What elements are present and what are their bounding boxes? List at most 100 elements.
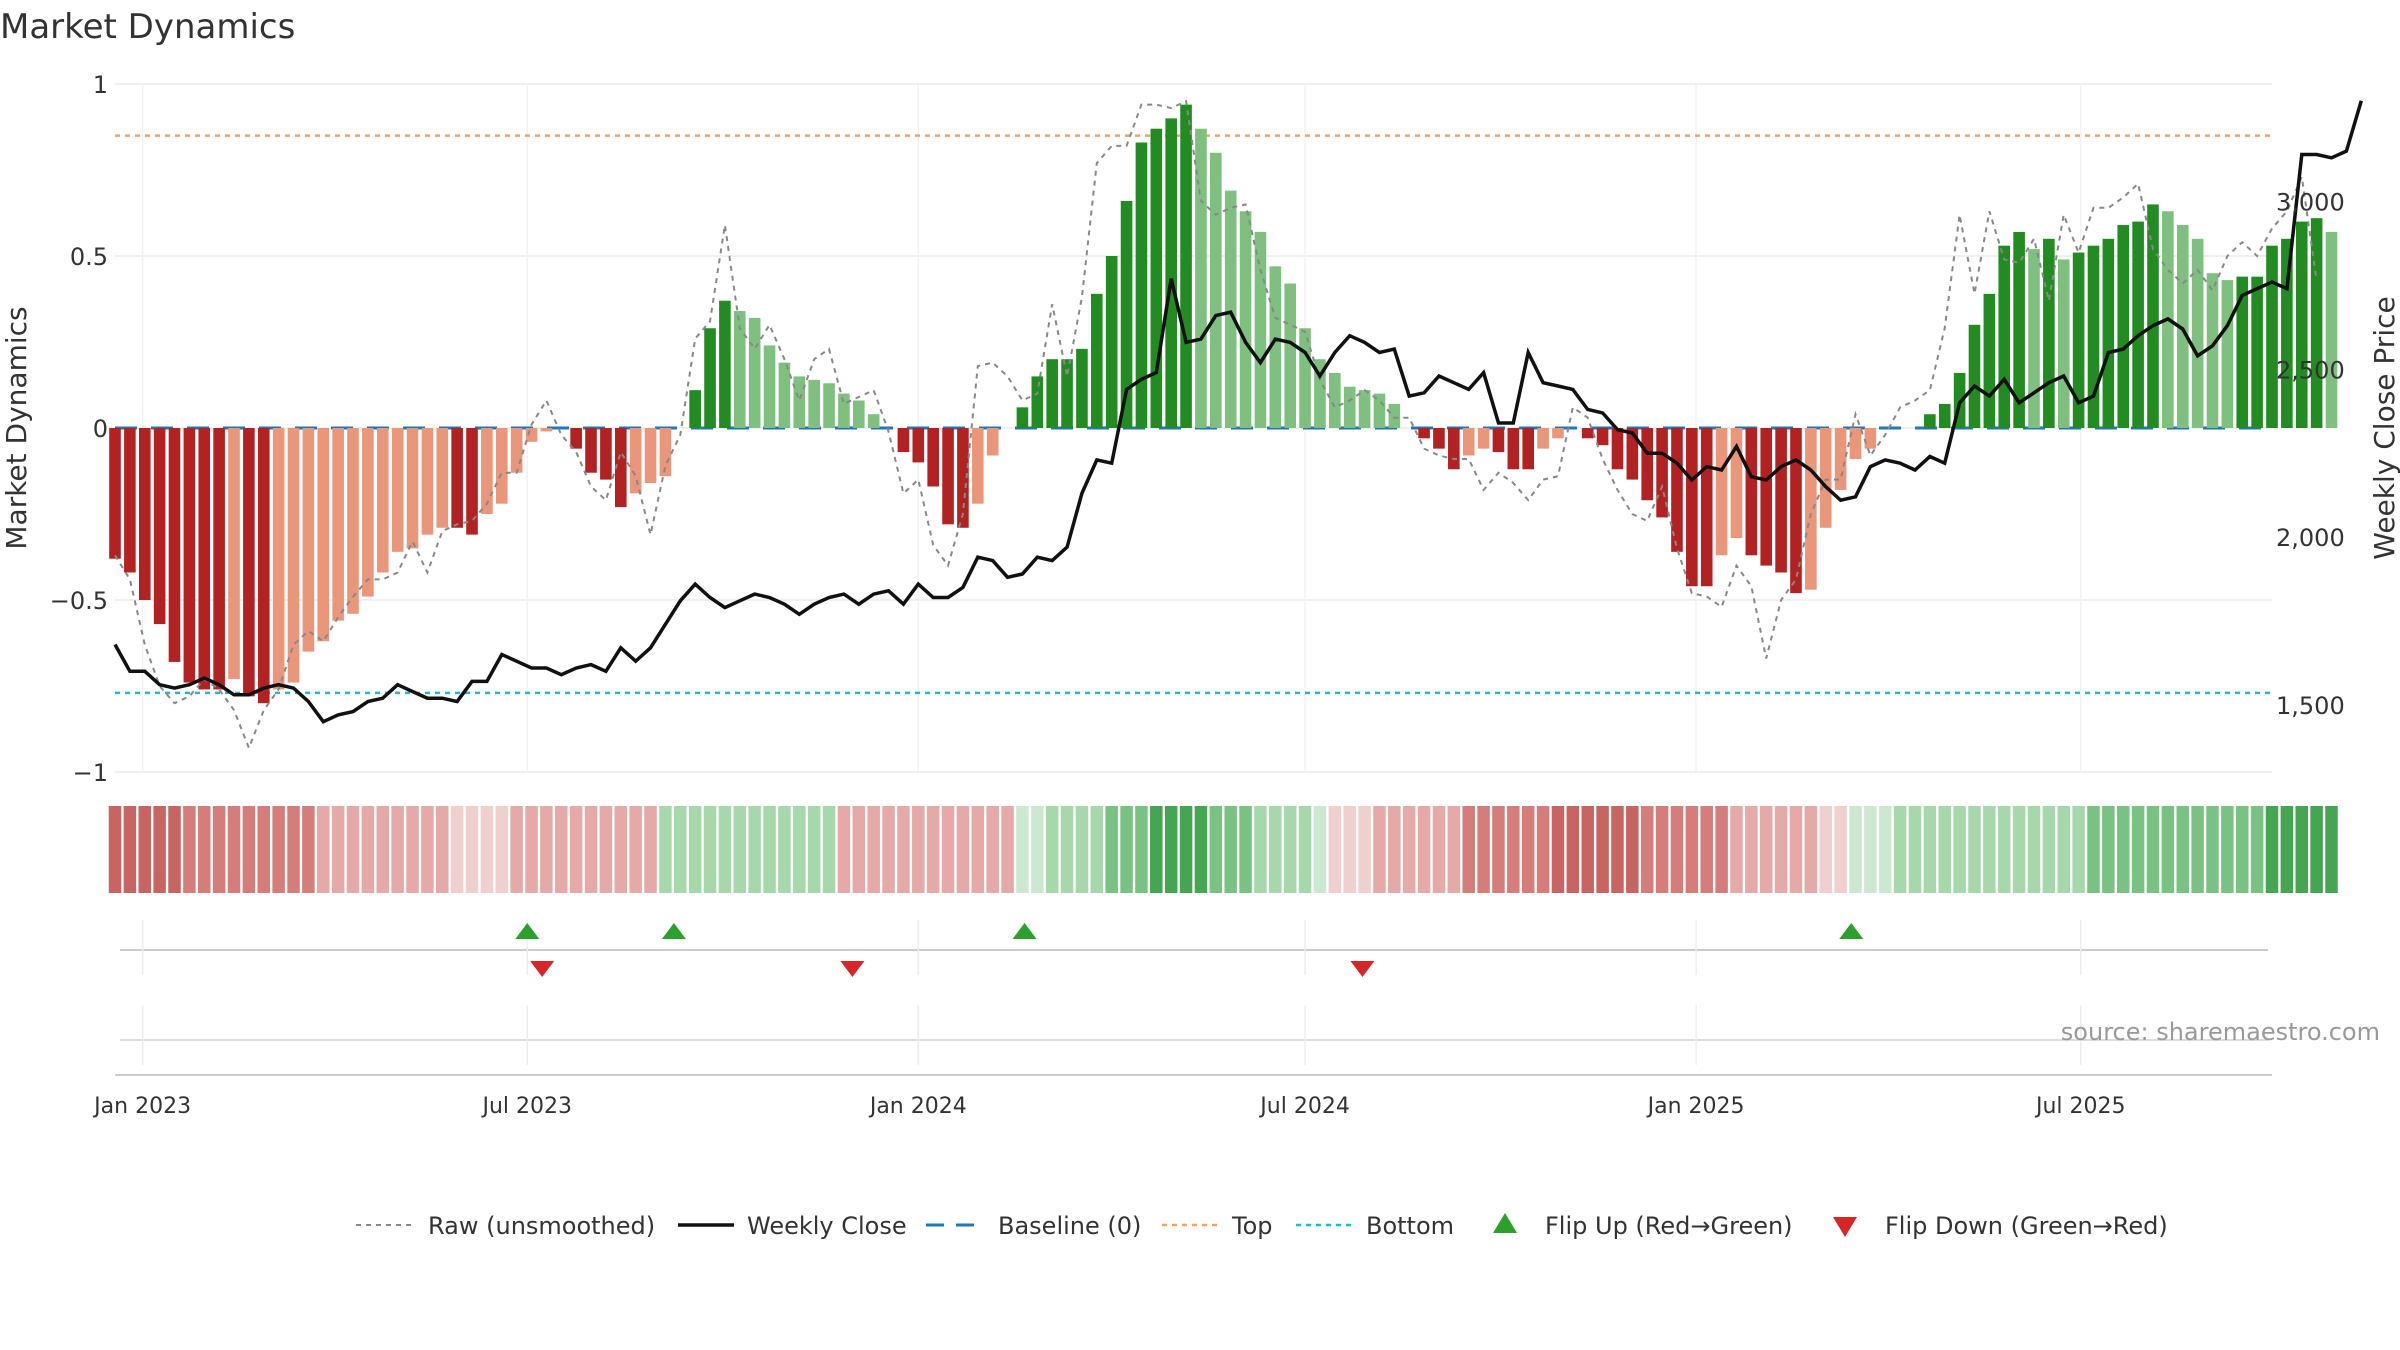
dynamics-bar xyxy=(540,428,553,432)
dynamics-bar xyxy=(585,428,597,473)
flip-down-marker xyxy=(530,961,555,977)
regime-cell xyxy=(450,806,464,893)
y2-axis-ticks: 3,000 2,500 2,000 1,500 xyxy=(2276,188,2345,719)
regime-cell xyxy=(659,806,672,893)
dynamics-bar xyxy=(704,328,716,428)
regime-cell xyxy=(1194,806,1208,893)
regime-cell xyxy=(212,806,226,893)
dynamics-bar xyxy=(1656,428,1668,518)
regime-cell xyxy=(822,806,836,893)
regime-cell xyxy=(956,806,970,893)
source-note: source: sharemaestro.com xyxy=(2061,1018,2380,1046)
dynamics-bar xyxy=(600,428,612,480)
regime-cell xyxy=(1640,806,1654,893)
dynamics-bar xyxy=(1165,118,1177,429)
regime-cell xyxy=(1878,806,1892,893)
dynamics-bar xyxy=(2028,249,2040,428)
dynamics-bar xyxy=(272,428,285,690)
dynamics-bar xyxy=(689,390,701,428)
dynamics-bar xyxy=(332,428,344,621)
regime-cell xyxy=(1611,806,1624,893)
dynamics-bar xyxy=(2117,225,2130,428)
regime-cell xyxy=(153,806,166,893)
dynamics-bar xyxy=(778,362,791,428)
flip-up-marker xyxy=(515,923,540,939)
regime-cell xyxy=(2072,806,2085,893)
regime-cell xyxy=(1819,806,1832,893)
legend-label: Flip Up (Red→Green) xyxy=(1545,1212,1793,1240)
regime-cell xyxy=(1388,806,1401,893)
regime-cell xyxy=(1060,806,1074,893)
dynamics-bar xyxy=(1700,428,1713,587)
regime-cell xyxy=(1105,806,1118,893)
dynamics-bar xyxy=(2013,231,2025,428)
regime-cell xyxy=(688,806,702,893)
dynamics-bar xyxy=(1224,190,1237,428)
regime-cell xyxy=(912,806,925,893)
regime-cell xyxy=(852,806,866,893)
dynamics-bar xyxy=(287,428,300,683)
regime-cell xyxy=(1983,806,1996,893)
y2-tick-label: 2,500 xyxy=(2276,356,2345,384)
regime-cell xyxy=(1715,806,1728,893)
regime-cell xyxy=(1953,806,1966,893)
dynamics-bar xyxy=(1641,428,1654,501)
dynamics-bar xyxy=(748,317,761,428)
dynamics-bar xyxy=(644,428,657,484)
regime-cell xyxy=(1968,806,1981,893)
dynamics-bar xyxy=(198,428,211,690)
dynamics-bar xyxy=(1105,256,1118,428)
dynamics-bar xyxy=(2176,225,2189,428)
dynamics-bar xyxy=(2132,221,2144,428)
dynamics-bar xyxy=(838,393,850,428)
dynamics-bar xyxy=(1120,200,1133,428)
regime-cell xyxy=(1313,806,1327,893)
dynamics-bar xyxy=(1239,211,1252,428)
regime-cell xyxy=(644,806,657,893)
dynamics-bar xyxy=(1507,428,1520,470)
dynamics-bar xyxy=(257,428,270,704)
dynamics-bar xyxy=(1477,428,1490,449)
dynamics-bar xyxy=(1284,283,1296,428)
dynamics-bar xyxy=(1924,414,1936,428)
dynamics-bar xyxy=(971,428,984,504)
regime-cell xyxy=(302,806,315,893)
regime-cell xyxy=(257,806,271,893)
market-dynamics-bars xyxy=(109,104,2338,704)
regime-cell xyxy=(1804,806,1818,893)
regime-cell xyxy=(421,806,434,893)
dynamics-bar xyxy=(2087,245,2100,428)
x-axis: Jan 2023 Jul 2023 Jan 2024 Jul 2024 Jan 2025… xyxy=(92,1074,2272,1119)
y-tick-label: −1 xyxy=(73,759,108,787)
regime-cell xyxy=(227,806,241,893)
dynamics-bar xyxy=(406,428,419,549)
regime-cell xyxy=(2280,806,2294,893)
dynamics-bar xyxy=(1269,266,1282,428)
regime-cell xyxy=(1774,806,1788,893)
regime-cell xyxy=(1164,806,1178,893)
dynamics-bar xyxy=(1091,293,1103,428)
dynamics-bar xyxy=(153,428,166,625)
dynamics-bar xyxy=(1016,407,1029,428)
dynamics-bar xyxy=(1611,428,1624,470)
legend-flip-up-swatch xyxy=(1493,1213,1517,1233)
regime-cell xyxy=(1283,806,1297,893)
regime-cell xyxy=(1596,806,1609,893)
regime-cell xyxy=(2325,806,2338,893)
dynamics-bar xyxy=(1864,428,1877,449)
dynamics-bar xyxy=(1790,428,1802,594)
dynamics-bar xyxy=(2072,252,2085,428)
dynamics-bar xyxy=(138,428,151,600)
dynamics-bar xyxy=(1849,428,1862,459)
flip-down-marker xyxy=(840,961,865,977)
regime-cell xyxy=(168,806,181,893)
dynamics-bar xyxy=(495,428,508,504)
regime-cell xyxy=(2102,806,2115,893)
regime-cell xyxy=(1685,806,1699,893)
legend-label: Top xyxy=(1231,1212,1273,1240)
legend-label: Bottom xyxy=(1366,1212,1454,1240)
regime-cell xyxy=(1626,806,1639,893)
regime-cell xyxy=(2250,806,2264,893)
regime-cell xyxy=(1655,806,1669,893)
legend-label: Baseline (0) xyxy=(998,1212,1141,1240)
